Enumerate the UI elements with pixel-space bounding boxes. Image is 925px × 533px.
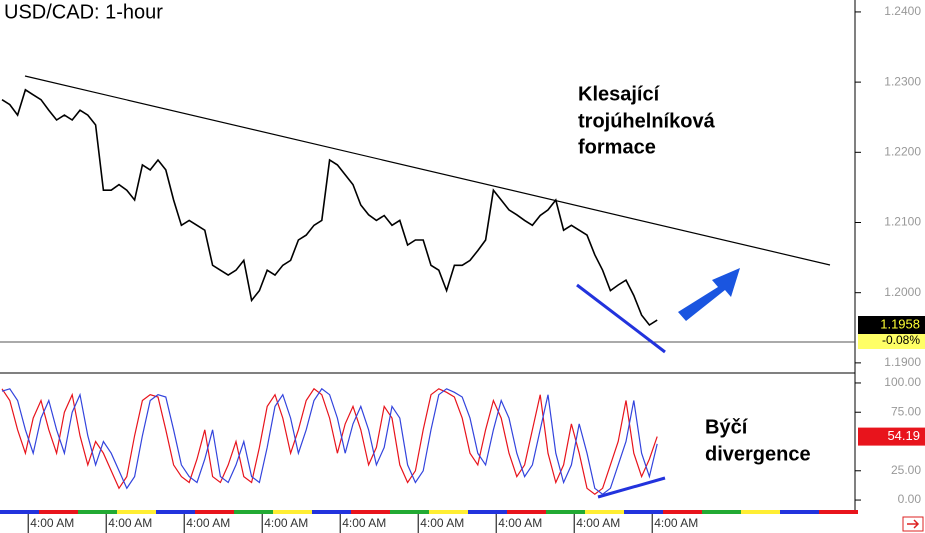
change-box — [858, 334, 925, 349]
y-tick-label: 25.00 — [891, 463, 921, 477]
change-label: -0.08% — [882, 333, 920, 347]
y-tick-label: 1.1900 — [884, 355, 921, 369]
series-line — [1, 88, 658, 327]
y-tick-label: 100.00 — [884, 375, 921, 389]
y-tick-label: 1.2200 — [884, 144, 921, 158]
strip-segment — [546, 510, 585, 514]
x-tick-label: 4:00 AM — [30, 516, 74, 530]
strip-segment — [507, 510, 546, 514]
strip-segment — [156, 510, 195, 514]
resistance-trendline — [24, 75, 831, 266]
x-tick-label: 4:00 AM — [264, 516, 308, 530]
annotation: Býčí — [705, 416, 749, 438]
strip-segment — [78, 510, 117, 514]
annotation: formace — [578, 136, 656, 158]
strip-segment — [468, 510, 507, 514]
strip-segment — [702, 510, 741, 514]
series-line — [1, 387, 658, 495]
x-tick-label: 4:00 AM — [654, 516, 698, 530]
strip-segment — [819, 510, 858, 514]
price-box — [858, 316, 925, 334]
value-label: 54.19 — [887, 428, 920, 443]
y-tick-label: 75.00 — [891, 404, 921, 418]
annotation: Klesající — [578, 83, 661, 105]
strip-segment — [780, 510, 819, 514]
y-tick-label: 0.00 — [898, 492, 922, 506]
series-line — [1, 387, 658, 495]
price-divergence-line — [576, 283, 666, 354]
strip-segment — [0, 510, 39, 514]
x-tick-label: 4:00 AM — [342, 516, 386, 530]
strip-segment — [624, 510, 663, 514]
strip-segment — [234, 510, 273, 514]
x-tick-label: 4:00 AM — [108, 516, 152, 530]
x-tick-label: 4:00 AM — [420, 516, 464, 530]
arrow — [678, 268, 740, 321]
strip-segment — [741, 510, 780, 514]
x-tick-label: 4:00 AM — [498, 516, 542, 530]
strip-segment — [273, 510, 312, 514]
value-box — [858, 427, 925, 446]
strip-segment — [429, 510, 468, 514]
oscillator-divergence-line — [597, 476, 666, 499]
strip-segment — [117, 510, 156, 514]
strip-segment — [663, 510, 702, 514]
y-tick-label: 1.2000 — [884, 285, 921, 299]
x-tick-label: 4:00 AM — [576, 516, 620, 530]
chart-title: USD/CAD: 1-hour — [4, 1, 163, 23]
strip-segment — [195, 510, 234, 514]
strip-segment — [351, 510, 390, 514]
color-strip — [0, 510, 858, 514]
strip-segment — [390, 510, 429, 514]
price-label: 1.1958 — [880, 316, 920, 331]
strip-segment — [39, 510, 78, 514]
scroll-icon — [907, 519, 920, 529]
annotation: divergence — [705, 443, 811, 465]
strip-segment — [585, 510, 624, 514]
y-tick-label: 1.2300 — [884, 74, 921, 88]
annotation: trojúhelníková — [578, 110, 716, 132]
x-tick-label: 4:00 AM — [186, 516, 230, 530]
strip-segment — [312, 510, 351, 514]
y-tick-label: 1.2100 — [884, 215, 921, 229]
y-tick-label: 1.2400 — [884, 4, 921, 18]
